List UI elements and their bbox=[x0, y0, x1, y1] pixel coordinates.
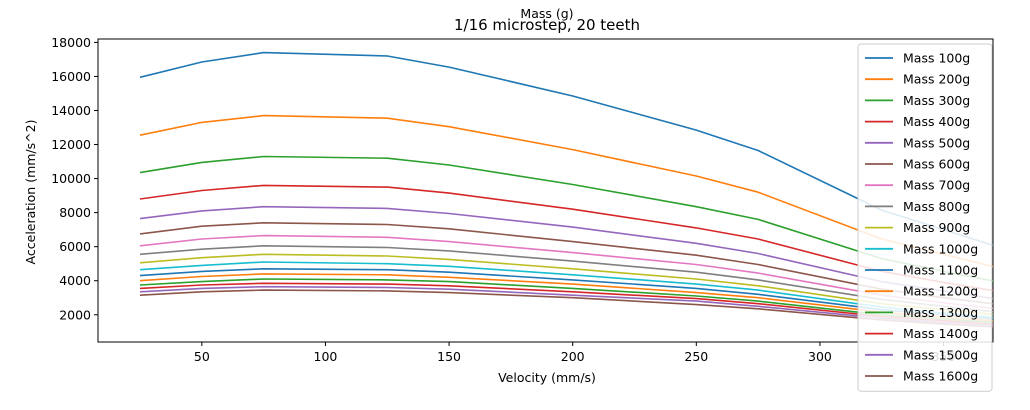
legend-label: Mass 1100g bbox=[903, 263, 978, 278]
y-tick-label: 4000 bbox=[59, 273, 91, 288]
legend-label: Mass 1200g bbox=[903, 284, 978, 299]
legend-label: Mass 400g bbox=[903, 114, 970, 129]
x-tick-label: 250 bbox=[684, 349, 708, 364]
legend-label: Mass 800g bbox=[903, 199, 970, 214]
legend-label: Mass 200g bbox=[903, 72, 970, 87]
y-tick-label: 8000 bbox=[59, 205, 91, 220]
y-tick-label: 6000 bbox=[59, 239, 91, 254]
legend-label: Mass 1600g bbox=[903, 369, 978, 384]
legend-label: Mass 1500g bbox=[903, 347, 978, 362]
y-tick-label: 10000 bbox=[51, 171, 91, 186]
x-axis-label: Velocity (mm/s) bbox=[498, 370, 596, 385]
chart-title: 1/16 microstep, 20 teeth bbox=[454, 16, 640, 34]
y-axis: 2000 4000 6000 8000 10000 12000 14000 16000 1800… bbox=[51, 35, 98, 322]
x-axis: 50100150200250300350 bbox=[194, 342, 956, 364]
y-tick-label: 16000 bbox=[51, 69, 91, 84]
x-tick-label: 200 bbox=[561, 349, 585, 364]
y-tick-label: 18000 bbox=[51, 35, 91, 50]
y-tick-label: 12000 bbox=[51, 137, 91, 152]
x-tick-label: 50 bbox=[194, 349, 210, 364]
legend-label: Mass 300g bbox=[903, 93, 970, 108]
legend-label: Mass 1300g bbox=[903, 305, 978, 320]
legend-label: Mass 600g bbox=[903, 157, 970, 172]
legend-label: Mass 100g bbox=[903, 51, 970, 66]
x-tick-label: 300 bbox=[808, 349, 832, 364]
legend-label: Mass 700g bbox=[903, 178, 970, 193]
y-axis-label: Acceleration (mm/s^2) bbox=[23, 120, 38, 265]
legend-box bbox=[857, 43, 993, 392]
x-tick-label: 100 bbox=[314, 349, 338, 364]
legend-label: Mass 1000g bbox=[903, 241, 978, 256]
legend-label: Mass 900g bbox=[903, 220, 970, 235]
plot-frame bbox=[97, 38, 994, 343]
legend-label: Mass 500g bbox=[903, 135, 970, 150]
y-tick-label: 2000 bbox=[59, 307, 91, 322]
legend-label: Mass 1400g bbox=[903, 326, 978, 341]
y-tick-label: 14000 bbox=[51, 103, 91, 118]
chart-suptitle: Mass (g) bbox=[520, 6, 573, 21]
x-tick-label: 150 bbox=[437, 349, 461, 364]
legend: Mass 100g Mass 200g Mass 300g Mass 400g Mass… bbox=[857, 43, 993, 392]
